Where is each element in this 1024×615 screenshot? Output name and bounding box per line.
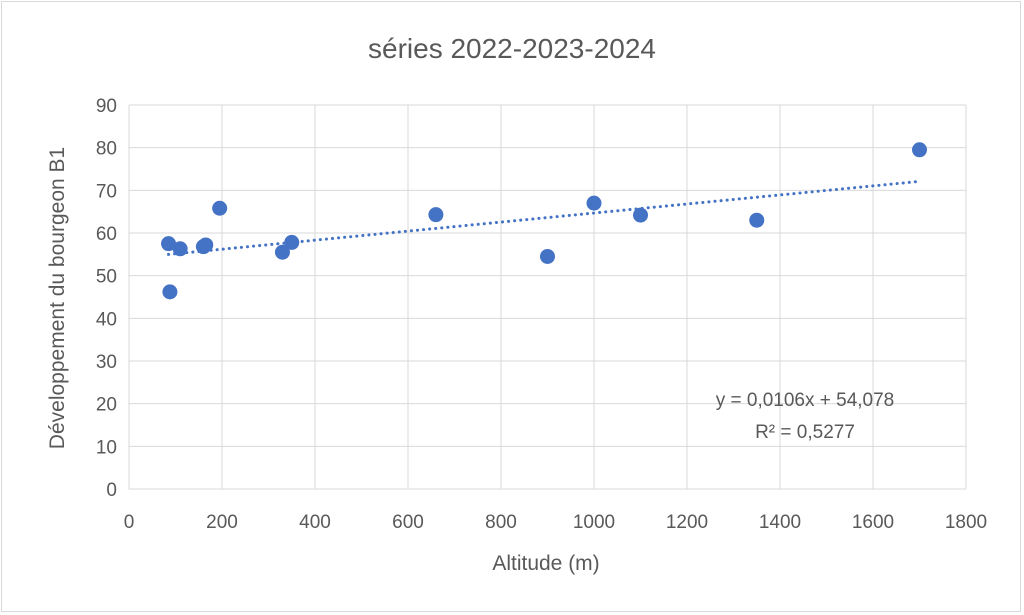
data-point bbox=[162, 284, 178, 300]
data-point bbox=[749, 212, 765, 228]
data-point bbox=[428, 207, 444, 223]
y-tick-label: 30 bbox=[96, 352, 117, 373]
trendline-equation: y = 0,0106x + 54,078 bbox=[716, 390, 895, 411]
y-axis-ticks: 0 10 20 30 40 50 60 70 80 90 bbox=[96, 96, 117, 501]
y-tick-label: 90 bbox=[96, 96, 117, 117]
x-tick-label: 200 bbox=[206, 512, 238, 533]
data-point bbox=[161, 236, 177, 252]
data-point bbox=[212, 200, 228, 216]
x-tick-label: 600 bbox=[392, 512, 424, 533]
trendline bbox=[167, 179, 921, 256]
x-tick-label: 0 bbox=[124, 512, 135, 533]
x-tick-label: 1400 bbox=[759, 512, 801, 533]
data-point bbox=[912, 142, 927, 158]
y-tick-label: 0 bbox=[106, 480, 117, 501]
y-tick-label: 50 bbox=[96, 267, 117, 288]
data-point bbox=[198, 237, 214, 253]
data-point bbox=[586, 195, 602, 211]
y-tick-label: 80 bbox=[96, 139, 117, 160]
y-tick-label: 10 bbox=[96, 437, 117, 458]
trendline-path bbox=[167, 179, 921, 256]
data-point bbox=[274, 244, 290, 260]
data-point bbox=[633, 207, 648, 223]
x-tick-label: 1200 bbox=[666, 512, 708, 533]
chart-title: séries 2022-2023-2024 bbox=[368, 33, 656, 64]
x-tick-label: 1600 bbox=[852, 512, 894, 533]
data-point bbox=[540, 248, 555, 264]
y-tick-label: 20 bbox=[96, 395, 117, 416]
x-tick-label: 400 bbox=[299, 512, 331, 533]
trendline-r2: R² = 0,5277 bbox=[755, 422, 855, 443]
data-point bbox=[284, 234, 300, 250]
data-points bbox=[161, 142, 927, 300]
x-axis-title: Altitude (m) bbox=[492, 552, 599, 575]
x-tick-label: 1800 bbox=[945, 512, 987, 533]
y-axis-title: Développement du bourgeon B1 bbox=[46, 147, 69, 449]
x-axis-ticks: 0 200 400 600 800 1000 1200 1400 1600 1800 bbox=[124, 512, 987, 533]
y-tick-label: 60 bbox=[96, 224, 117, 245]
x-tick-label: 800 bbox=[485, 512, 517, 533]
y-tick-label: 70 bbox=[96, 181, 117, 202]
data-point bbox=[172, 241, 188, 257]
y-tick-label: 40 bbox=[96, 309, 117, 330]
gridlines bbox=[128, 104, 967, 490]
x-tick-label: 1000 bbox=[573, 512, 615, 533]
